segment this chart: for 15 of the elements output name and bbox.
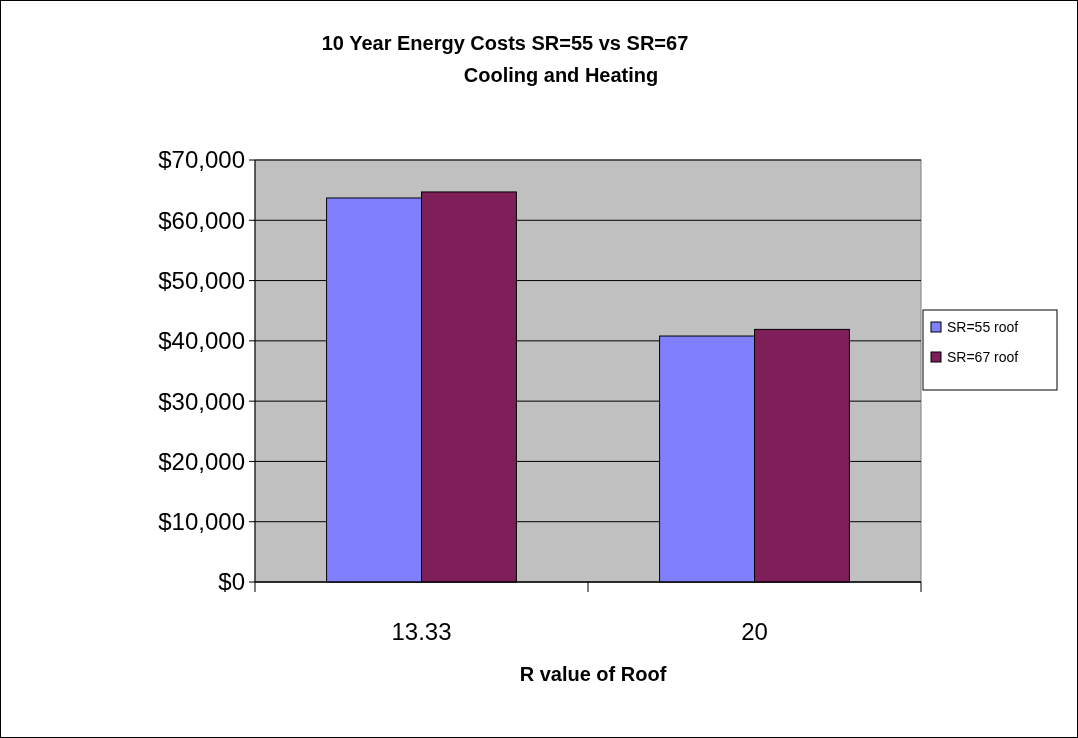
x-tick-label: 13.33 — [391, 618, 452, 645]
legend-label: SR=55 roof — [947, 318, 1019, 335]
y-tick-label: $70,000 — [158, 146, 245, 174]
y-tick-label: $30,000 — [158, 387, 245, 415]
y-tick-label: $10,000 — [158, 508, 245, 536]
chart-subtitle: Cooling and Heating — [463, 64, 659, 86]
y-tick-label: $20,000 — [158, 447, 245, 475]
y-tick-label: $40,000 — [158, 327, 245, 355]
y-tick-label: $0 — [218, 568, 245, 596]
x-tick-label: 20 — [741, 618, 768, 645]
y-tick-label: $60,000 — [158, 206, 245, 234]
legend-label: SR=67 roof — [947, 348, 1019, 365]
chart-title: 10 Year Energy Costs SR=55 vs SR=67 — [321, 32, 689, 54]
x-axis-title: R value of Roof — [519, 663, 667, 685]
y-tick-label: $50,000 — [158, 266, 245, 294]
